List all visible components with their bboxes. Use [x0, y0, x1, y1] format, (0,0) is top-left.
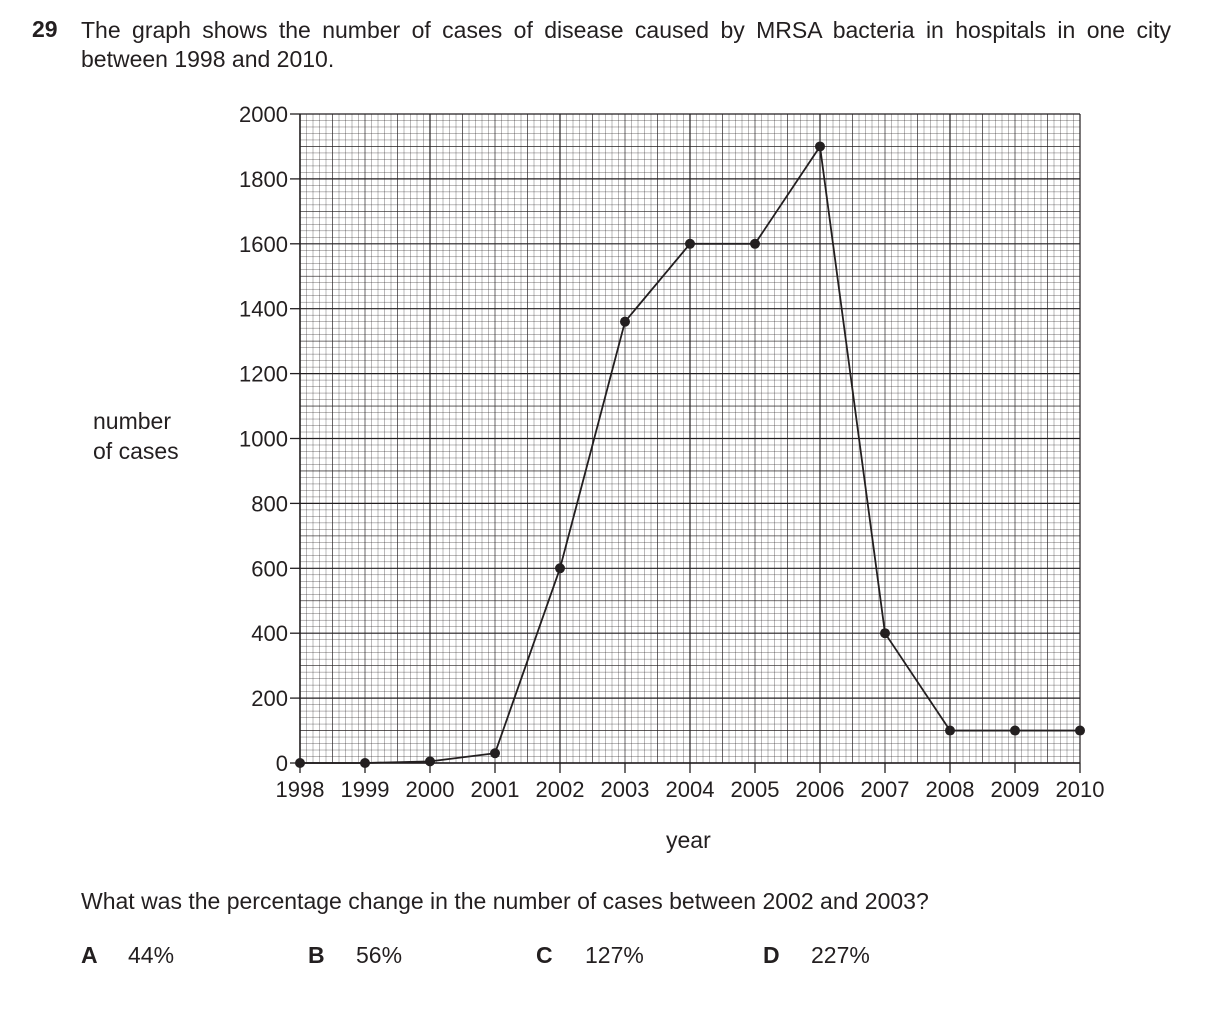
- y-axis-label-line2: of cases: [93, 438, 179, 464]
- y-tick-label: 600: [251, 556, 288, 581]
- x-tick-label: 2006: [796, 777, 845, 802]
- x-tick-label: 2010: [1056, 777, 1105, 802]
- y-tick-label: 1800: [239, 167, 288, 192]
- data-point: [360, 758, 370, 768]
- y-tick-label: 400: [251, 621, 288, 646]
- y-tick-label: 1600: [239, 232, 288, 257]
- data-point: [1010, 725, 1020, 736]
- ticks: 0 200 400 600 800 1000 1200 1400 1600 1800 2000 199…: [239, 102, 1104, 802]
- y-tick-label: 1000: [239, 427, 288, 452]
- question-text: The graph shows the number of cases of d…: [81, 17, 1171, 72]
- data-point: [490, 748, 500, 759]
- x-tick-label: 2002: [536, 777, 585, 802]
- x-tick-label: 1998: [276, 777, 325, 802]
- x-tick-label: 2008: [926, 777, 975, 802]
- option-b-value: 56%: [356, 942, 403, 968]
- data-point: [1075, 725, 1085, 736]
- option-c[interactable]: C 127%: [536, 942, 644, 969]
- option-a-letter: A: [81, 942, 98, 968]
- y-tick-label: 1200: [239, 362, 288, 387]
- x-tick-label: 2001: [471, 777, 520, 802]
- data-point: [620, 316, 630, 327]
- data-point: [295, 758, 305, 768]
- y-axis-label-line1: number: [93, 408, 171, 434]
- x-tick-label: 2000: [406, 777, 455, 802]
- y-tick-label: 0: [276, 751, 288, 776]
- y-tick-label: 800: [251, 491, 288, 516]
- option-a-value: 44%: [128, 942, 175, 968]
- y-axis-label: number of cases: [93, 406, 179, 466]
- option-d[interactable]: D 227%: [763, 942, 870, 969]
- x-tick-label: 2005: [731, 777, 780, 802]
- y-tick-label: 200: [251, 686, 288, 711]
- x-tick-label: 2004: [666, 777, 715, 802]
- y-tick-label: 1400: [239, 297, 288, 322]
- x-tick-label: 2009: [991, 777, 1040, 802]
- data-point: [425, 756, 435, 767]
- x-tick-label: 2007: [861, 777, 910, 802]
- data-point: [945, 725, 955, 736]
- option-c-value: 127%: [585, 942, 644, 968]
- x-axis-label: year: [666, 827, 711, 853]
- series: [295, 141, 1085, 768]
- question-prompt: What was the percentage change in the nu…: [81, 888, 929, 914]
- data-point: [880, 628, 890, 639]
- option-a[interactable]: A 44%: [81, 942, 174, 969]
- option-c-letter: C: [536, 942, 553, 968]
- data-point: [750, 238, 760, 249]
- data-point: [685, 238, 695, 249]
- question-number: 29: [32, 16, 58, 42]
- x-tick-label: 2003: [601, 777, 650, 802]
- y-tick-label: 2000: [239, 102, 288, 127]
- data-point: [815, 141, 825, 152]
- option-d-value: 227%: [811, 942, 870, 968]
- x-tick-label: 1999: [341, 777, 390, 802]
- option-d-letter: D: [763, 942, 780, 968]
- data-point: [555, 563, 565, 574]
- option-b[interactable]: B 56%: [308, 942, 402, 969]
- option-b-letter: B: [308, 942, 325, 968]
